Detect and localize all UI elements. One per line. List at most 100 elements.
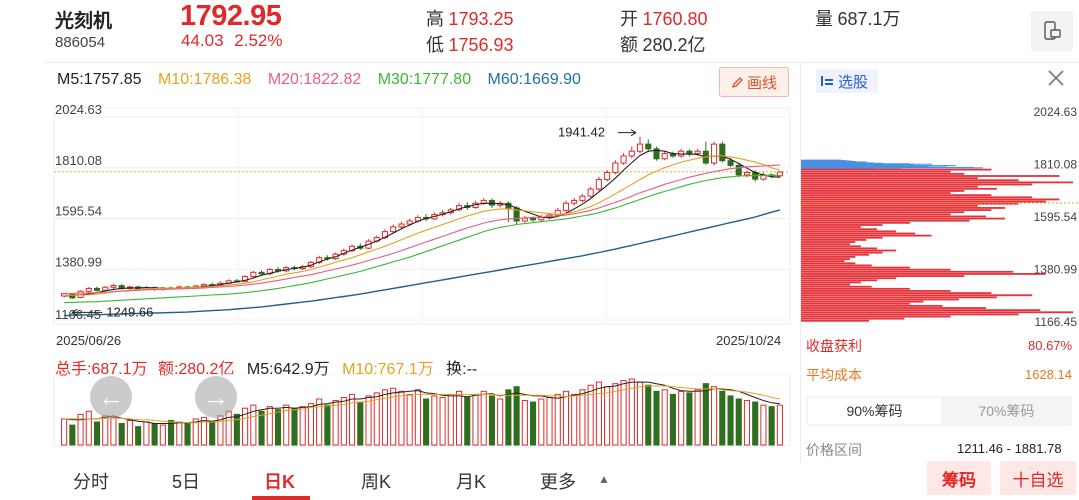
- range-label: 价格区间: [806, 442, 862, 458]
- stock-code: 886054: [55, 34, 106, 51]
- chip-70-tab[interactable]: 70%筹码: [978, 403, 1035, 419]
- chip-bar-red: [801, 168, 992, 171]
- volume-bar: [398, 390, 405, 446]
- candle-body: [636, 143, 644, 152]
- tab-monthly-k[interactable]: 月K: [456, 472, 487, 492]
- chip-bar-red: [801, 307, 986, 309]
- volume-bar: [69, 424, 76, 446]
- close-icon: [1048, 70, 1064, 86]
- chip-90-tab[interactable]: 90%筹码: [808, 398, 941, 424]
- quote-low: 低 1756.93: [426, 31, 514, 57]
- volume-bar: [135, 426, 142, 446]
- candle-body: [250, 271, 257, 278]
- y-tick-label: 2024.63: [55, 102, 102, 117]
- volume-bar: [406, 393, 413, 446]
- profit-value: 80.67%: [1028, 338, 1073, 353]
- panel-divider: [800, 62, 801, 462]
- chip-y-tick: 1380.99: [1034, 263, 1078, 277]
- volume-bar: [480, 390, 487, 446]
- candle-body: [93, 287, 101, 291]
- tab-intraday[interactable]: 分时: [73, 472, 109, 492]
- volume-bar: [61, 418, 68, 446]
- landscape-toggle-button[interactable]: [1031, 11, 1073, 51]
- chip-bar-red: [801, 194, 992, 197]
- volume-chart[interactable]: [0, 374, 800, 448]
- y-tick-label: 1810.08: [55, 153, 102, 168]
- volume-bar: [110, 416, 117, 446]
- candle-body: [604, 172, 611, 181]
- tab-5day[interactable]: 5日: [172, 472, 201, 492]
- chip-bar-red: [801, 172, 965, 175]
- volume-bar: [546, 396, 553, 446]
- candle-body: [653, 148, 660, 160]
- candlestick-chart[interactable]: 2024.631810.081595.541380.991166.451941.…: [0, 100, 800, 332]
- volume-bar: [266, 406, 273, 446]
- caret-up-icon[interactable]: ▲: [598, 472, 610, 486]
- amount-value: 280.2亿: [642, 35, 706, 55]
- bars-icon: [821, 76, 833, 86]
- volume-bar: [184, 423, 191, 446]
- volume-bar: [439, 396, 446, 446]
- chip-bar-red: [801, 183, 1033, 186]
- active-tab-indicator: [252, 496, 310, 500]
- open-label: 开: [620, 9, 638, 29]
- chip-y-tick: 1166.45: [1035, 315, 1078, 329]
- candle-body: [711, 143, 718, 164]
- arrow-right-icon: →: [203, 381, 229, 412]
- next-page-button[interactable]: →: [195, 376, 237, 418]
- chip-bar-red: [801, 226, 861, 229]
- high-arrow-head: [630, 129, 637, 137]
- volume-bar: [316, 398, 323, 446]
- prev-page-button[interactable]: ←: [90, 376, 132, 418]
- chip-bar-red: [801, 202, 1019, 205]
- candle-body: [743, 172, 751, 176]
- chip-bar-red: [801, 170, 951, 173]
- add-watchlist-button[interactable]: 十自选: [1000, 461, 1076, 495]
- chip-bar-red: [801, 192, 951, 194]
- volume-bar: [349, 393, 356, 446]
- volume-bar: [159, 424, 166, 446]
- volume-bar: [686, 392, 693, 446]
- candle-body: [612, 162, 619, 174]
- stock-picker-button[interactable]: 选股: [816, 69, 878, 93]
- low-label: 低: [426, 35, 444, 55]
- draw-line-button[interactable]: 画线: [719, 67, 789, 97]
- chip-y-tick: 1810.08: [1034, 158, 1078, 172]
- volume-bar: [735, 398, 742, 446]
- volume-bar: [612, 383, 619, 446]
- chip-bar-red: [801, 296, 997, 299]
- volume-bar: [513, 386, 520, 446]
- volume-bar: [118, 423, 125, 446]
- open-value: 1760.80: [642, 9, 708, 29]
- tab-daily-k[interactable]: 日K: [264, 472, 295, 492]
- volume-bar: [595, 381, 602, 446]
- chip-bar-red: [801, 221, 910, 224]
- volume-bar: [661, 389, 668, 446]
- chip-bar-red: [801, 177, 978, 180]
- ma-line-m30: [64, 174, 780, 304]
- volume-bar: [752, 401, 759, 446]
- chip-bar-red: [801, 204, 978, 207]
- volume-bar: [455, 390, 463, 446]
- chip-button[interactable]: 筹码: [927, 461, 991, 495]
- chip-bar-red: [801, 245, 861, 248]
- chip-bar-red: [801, 251, 883, 254]
- chip-bar-red: [801, 283, 850, 286]
- chip-bar-red: [801, 319, 869, 322]
- chip-bar-red: [801, 253, 869, 256]
- avg-cost-label: 平均成本: [806, 367, 862, 383]
- chip-bar-red: [801, 232, 916, 235]
- volume-bar: [209, 421, 216, 446]
- candle-body: [258, 271, 265, 275]
- volume-bar: [291, 407, 298, 446]
- candle-body: [587, 188, 594, 197]
- tab-weekly-k[interactable]: 周K: [361, 472, 392, 492]
- volume-bar: [530, 401, 537, 446]
- chip-bar-red: [801, 264, 872, 267]
- tab-more[interactable]: 更多: [540, 472, 576, 492]
- chip-bar-red: [801, 270, 1014, 273]
- volume-bar: [636, 381, 644, 446]
- close-panel-button[interactable]: [1047, 66, 1065, 94]
- volume-bar: [93, 421, 101, 446]
- chip-bar-red: [801, 260, 845, 263]
